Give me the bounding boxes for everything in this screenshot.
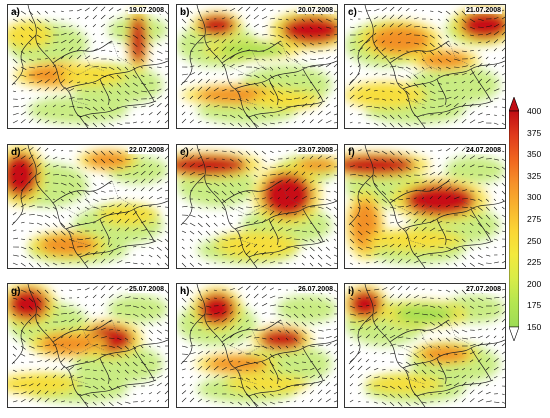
map-panel-c: c) 21.07.2008	[344, 4, 506, 129]
wind-map-h	[177, 284, 337, 407]
border-layer	[57, 319, 133, 385]
panel-label: h)	[180, 286, 190, 297]
panel-date: 24.07.2008	[464, 147, 502, 154]
jet-streak-layer	[345, 284, 479, 394]
border-layer	[226, 180, 302, 246]
wind-vector-layer	[181, 6, 337, 128]
wind-map-g	[8, 284, 168, 407]
panel-date: 25.07.2008	[127, 286, 165, 293]
panel-date: 23.07.2008	[296, 147, 334, 154]
coastline-layer	[180, 284, 337, 407]
colorbar-tick-label: 225	[527, 257, 542, 268]
panel-label: e)	[180, 147, 189, 158]
border-layer	[394, 40, 470, 106]
colorbar-tick-label: 175	[527, 300, 542, 311]
jet-streak-layer	[191, 286, 313, 394]
coastline-layer	[348, 145, 505, 268]
panel-date: 20.07.2008	[296, 7, 334, 14]
panel-date: 22.07.2008	[127, 147, 165, 154]
map-panel-b: b) 20.07.2008	[176, 4, 338, 129]
panel-date: 21.07.2008	[464, 7, 502, 14]
colorbar-tick-label: 375	[527, 127, 542, 138]
jet-streak-layer	[8, 145, 159, 259]
border-layer	[226, 319, 302, 385]
map-panel-d: d) 22.07.2008	[7, 144, 169, 269]
colorbar-tick-label: 325	[527, 170, 542, 181]
wind-vector-layer	[12, 285, 168, 407]
panel-label: c)	[348, 7, 357, 18]
coastline-layer	[11, 5, 168, 128]
panel-date: 27.07.2008	[464, 286, 502, 293]
map-panel-h: h) 26.07.2008	[176, 283, 338, 408]
wind-vector-layer	[181, 146, 337, 268]
colorbar-tick-label: 400	[527, 106, 542, 116]
wind-vector-layer	[349, 146, 505, 268]
wind-map-f	[345, 145, 505, 268]
coastline-layer	[11, 145, 168, 268]
wind-map-b	[177, 5, 337, 128]
coastline-layer	[348, 5, 505, 128]
wind-vector-layer	[349, 285, 505, 407]
wind-vector-layer	[12, 146, 168, 268]
panel-label: i)	[348, 286, 355, 297]
colorbar-gradient	[509, 110, 519, 328]
coastline-layer	[348, 284, 505, 407]
jet-streak-layer	[345, 5, 505, 109]
colorbar-tick-label: 300	[527, 192, 542, 203]
panel-date: 19.07.2008	[127, 7, 165, 14]
wind-vector-layer	[12, 6, 168, 128]
border-layer	[226, 40, 302, 106]
map-panel-i: i) 27.07.2008	[344, 283, 506, 408]
panel-label: g)	[11, 286, 21, 297]
map-panel-e: e) 23.07.2008	[176, 144, 338, 269]
colorbar	[509, 97, 519, 341]
map-panel-f: f) 24.07.2008	[344, 144, 506, 269]
coastline-layer	[180, 145, 337, 268]
colorbar-tick-label: 350	[527, 149, 542, 160]
jet-streak-layer	[345, 151, 489, 260]
panel-date: 26.07.2008	[296, 286, 334, 293]
colorbar-tick-label: 200	[527, 278, 542, 289]
panel-label: a)	[11, 7, 20, 18]
wind-map-d	[8, 145, 168, 268]
colorbar-max-arrow	[509, 97, 519, 112]
colorbar-tick-label: 150	[527, 322, 542, 332]
wind-map-e	[177, 145, 337, 268]
map-panel-g: g) 25.07.2008	[7, 283, 169, 408]
border-layer	[394, 180, 470, 246]
border-layer	[394, 319, 470, 385]
wind-map-i	[345, 284, 505, 407]
panel-label: d)	[11, 147, 21, 158]
colorbar-tick-label: 275	[527, 214, 542, 224]
coastline-layer	[11, 284, 168, 407]
wind-vector-layer	[181, 285, 337, 407]
panel-label: b)	[180, 7, 190, 18]
wind-map-a	[8, 5, 168, 128]
border-layer	[57, 40, 133, 106]
colorbar-min-arrow	[509, 326, 519, 341]
map-panel-a: a) 19.07.2008	[7, 4, 169, 129]
wind-map-c	[345, 5, 505, 128]
panel-label: f)	[348, 147, 355, 158]
colorbar-tick-label: 250	[527, 235, 542, 246]
